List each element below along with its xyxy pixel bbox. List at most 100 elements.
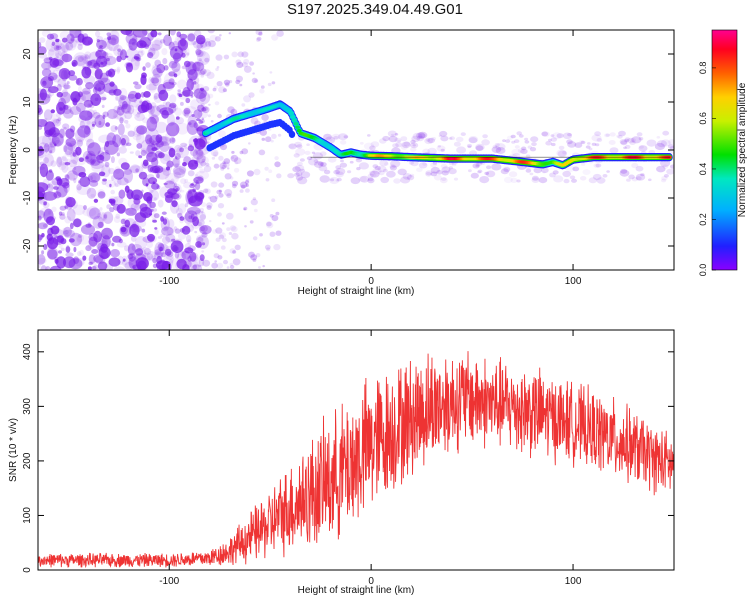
- noise-blob: [161, 48, 168, 56]
- noise-blob: [93, 198, 99, 203]
- noise-blob: [196, 60, 204, 67]
- noise-blob: [197, 235, 209, 250]
- noise-blob: [85, 223, 92, 228]
- noise-blob: [46, 94, 52, 99]
- noise-blob: [386, 170, 396, 178]
- noise-blob: [136, 125, 148, 135]
- noise-blob: [163, 72, 175, 89]
- noise-blob: [217, 203, 225, 209]
- noise-blob: [65, 39, 77, 51]
- noise-blob: [104, 141, 110, 148]
- noise-blob: [481, 139, 490, 146]
- noise-blob: [100, 212, 108, 221]
- noise-blob: [119, 49, 127, 61]
- noise-blob: [135, 236, 148, 250]
- noise-blob: [142, 117, 149, 124]
- noise-blob: [359, 175, 370, 183]
- x-tick-label: 0: [368, 276, 374, 287]
- noise-blob: [74, 128, 86, 143]
- colorbar-tick-label: 0.4: [698, 163, 708, 176]
- noise-blob: [53, 139, 62, 146]
- noise-blob: [101, 164, 111, 178]
- noise-blob: [234, 161, 239, 165]
- noise-blob: [358, 162, 369, 170]
- noise-blob: [205, 162, 210, 166]
- noise-blob: [164, 132, 172, 142]
- noise-blob: [531, 175, 539, 181]
- noise-blob: [453, 177, 459, 181]
- noise-blob: [145, 102, 153, 110]
- noise-blob: [214, 260, 217, 263]
- noise-blob: [292, 166, 301, 173]
- noise-blob: [588, 177, 598, 184]
- noise-blob: [124, 185, 130, 193]
- noise-blob: [177, 79, 187, 90]
- noise-blob: [200, 87, 204, 92]
- noise-blob: [70, 91, 81, 103]
- noise-blob: [477, 169, 483, 173]
- noise-blob: [252, 236, 258, 241]
- noise-blob: [101, 235, 111, 249]
- noise-blob: [82, 38, 90, 47]
- noise-blob: [160, 233, 166, 238]
- noise-blob: [249, 220, 254, 224]
- noise-blob: [117, 50, 124, 56]
- noise-blob: [231, 232, 239, 240]
- noise-blob: [296, 161, 303, 166]
- noise-blob: [669, 146, 674, 151]
- noise-blob: [453, 141, 461, 147]
- noise-blob: [73, 52, 88, 67]
- noise-blob: [276, 30, 284, 37]
- noise-blob: [90, 159, 101, 166]
- noise-blob: [168, 147, 176, 158]
- noise-blob: [80, 54, 91, 61]
- noise-blob: [174, 163, 181, 170]
- noise-blob: [181, 225, 191, 235]
- noise-blob: [275, 211, 280, 216]
- noise-blob: [400, 144, 408, 150]
- noise-blob: [267, 82, 272, 87]
- noise-blob: [287, 173, 295, 179]
- noise-blob: [660, 139, 671, 147]
- noise-blob: [329, 138, 333, 141]
- noise-blob: [199, 70, 206, 76]
- noise-blob: [197, 110, 208, 119]
- noise-blob: [151, 147, 158, 152]
- noise-blob: [196, 83, 204, 91]
- noise-blob: [49, 150, 53, 154]
- spectrogram-x-label: Height of straight line (km): [298, 286, 415, 297]
- noise-blob: [449, 162, 454, 166]
- noise-blob: [195, 125, 203, 132]
- noise-blob: [146, 83, 158, 91]
- noise-blob: [179, 33, 188, 40]
- noise-blob: [119, 134, 130, 147]
- noise-blob: [197, 210, 206, 222]
- noise-blob: [53, 186, 59, 190]
- noise-blob: [178, 250, 187, 256]
- noise-blob: [430, 162, 437, 168]
- noise-blob: [330, 178, 335, 182]
- noise-blob: [252, 72, 255, 75]
- noise-blob: [220, 245, 226, 250]
- noise-blob: [119, 87, 128, 100]
- noise-blob: [48, 210, 52, 215]
- noise-blob: [81, 66, 92, 79]
- noise-blob: [205, 141, 209, 144]
- noise-blob: [235, 59, 242, 65]
- noise-blob: [111, 242, 115, 247]
- noise-blob: [606, 170, 610, 173]
- noise-blob: [616, 134, 621, 138]
- noise-blob: [195, 192, 204, 202]
- noise-blob: [38, 233, 42, 243]
- noise-blob: [54, 190, 59, 195]
- noise-blob: [166, 179, 172, 185]
- noise-blob: [218, 182, 225, 188]
- noise-blob: [410, 139, 416, 144]
- noise-blob: [569, 175, 576, 180]
- noise-blob: [72, 204, 86, 216]
- noise-blob: [110, 189, 115, 195]
- noise-blob: [240, 184, 246, 189]
- noise-blob: [218, 130, 226, 138]
- noise-blob: [331, 133, 341, 140]
- noise-blob: [466, 143, 473, 148]
